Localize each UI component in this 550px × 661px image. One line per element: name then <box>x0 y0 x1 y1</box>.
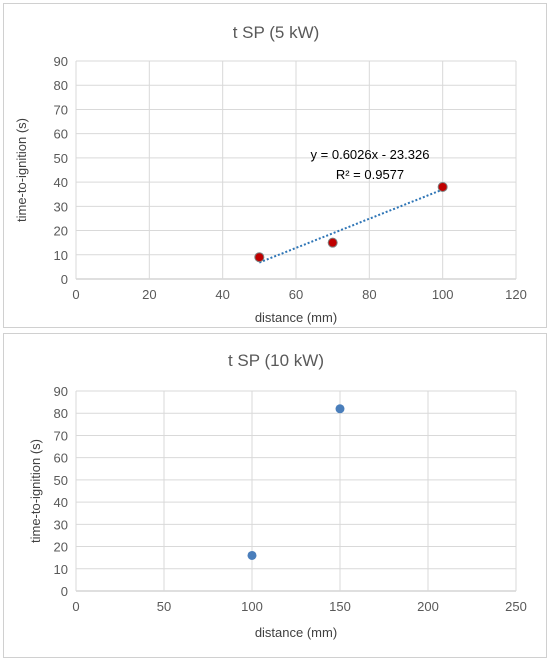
y-tick-label: 20 <box>54 224 68 239</box>
x-tick-label: 80 <box>362 287 376 302</box>
x-axis-label: distance (mm) <box>255 625 337 640</box>
data-point <box>247 550 257 560</box>
y-tick-label: 30 <box>54 199 68 214</box>
y-tick-label: 60 <box>54 127 68 142</box>
data-point <box>437 181 448 192</box>
y-tick-label: 0 <box>61 272 68 287</box>
y-tick-label: 50 <box>54 473 68 488</box>
trendline-equation: y = 0.6026x - 23.326 <box>311 147 430 162</box>
trendline <box>258 188 444 264</box>
y-tick-label: 70 <box>54 102 68 117</box>
y-axis-label: time-to-ignition (s) <box>14 118 29 222</box>
x-tick-label: 120 <box>505 287 527 302</box>
x-tick-label: 40 <box>215 287 229 302</box>
x-tick-label: 200 <box>417 599 439 614</box>
y-tick-label: 40 <box>54 175 68 190</box>
chart-panel-10kw: t SP (10 kW) 0 10 20 30 40 50 60 70 80 90 0 50 100 150… <box>3 333 547 658</box>
y-tick-label: 10 <box>54 248 68 263</box>
y-axis-label: time-to-ignition (s) <box>28 439 43 543</box>
chart-5kw: t SP (5 kW) 0 10 20 30 40 50 60 70 80 90 0 20 40 60 80 1… <box>14 23 527 325</box>
x-tick-label: 0 <box>72 287 79 302</box>
data-point <box>335 404 345 414</box>
x-tick-label: 20 <box>142 287 156 302</box>
y-tick-label: 40 <box>54 495 68 510</box>
chart-title: t SP (10 kW) <box>228 351 324 370</box>
chart-10kw: t SP (10 kW) 0 10 20 30 40 50 60 70 80 90 0 50 100 150… <box>28 351 527 640</box>
y-tick-label: 20 <box>54 540 68 555</box>
y-tick-label: 10 <box>54 562 68 577</box>
x-tick-label: 150 <box>329 599 351 614</box>
y-tick-label: 0 <box>61 584 68 599</box>
y-tick-label: 90 <box>54 384 68 399</box>
x-tick-label: 0 <box>72 599 79 614</box>
x-tick-label: 50 <box>157 599 171 614</box>
y-tick-label: 90 <box>54 54 68 69</box>
y-tick-label: 70 <box>54 428 68 443</box>
y-tick-label: 80 <box>54 406 68 421</box>
chart-title: t SP (5 kW) <box>233 23 320 42</box>
data-point <box>254 252 265 263</box>
chart-panel-5kw: t SP (5 kW) 0 10 20 30 40 50 60 70 80 90 0 20 40 60 80 1… <box>3 3 547 328</box>
x-tick-label: 250 <box>505 599 527 614</box>
trendline-r-squared: R² = 0.9577 <box>336 167 404 182</box>
x-tick-label: 100 <box>241 599 263 614</box>
x-tick-label: 60 <box>289 287 303 302</box>
data-point <box>327 237 338 248</box>
y-tick-label: 60 <box>54 451 68 466</box>
y-tick-label: 50 <box>54 151 68 166</box>
y-tick-label: 80 <box>54 78 68 93</box>
x-axis-label: distance (mm) <box>255 310 337 325</box>
x-tick-label: 100 <box>432 287 454 302</box>
y-tick-label: 30 <box>54 517 68 532</box>
